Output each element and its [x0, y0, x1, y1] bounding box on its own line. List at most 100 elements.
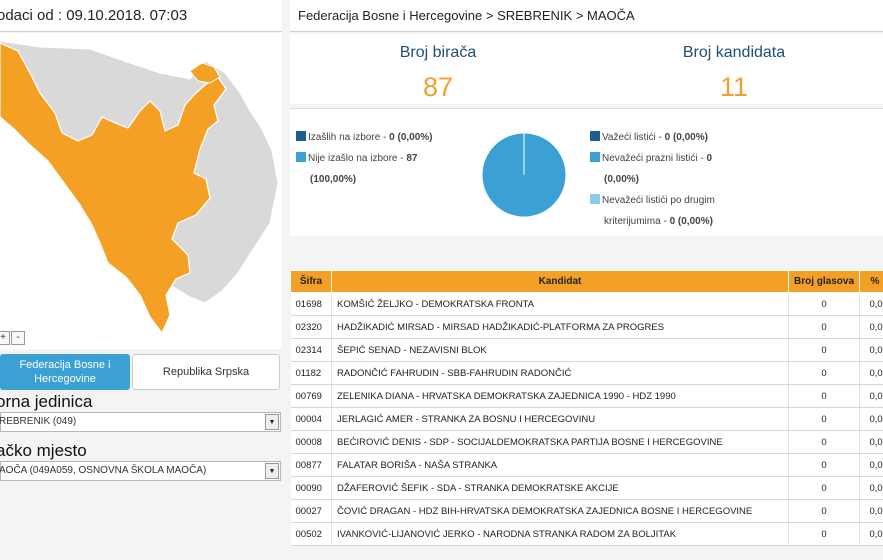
- legend-invalid-other: Nevažeći listići po drugim: [590, 190, 790, 211]
- breadcrumb: Federacija Bosne i Hercegovine > SREBREN…: [290, 0, 883, 32]
- entity-tabs: Federacija Bosne i Hercegovine Republika…: [0, 354, 282, 391]
- legend-swatch-invalid-other: [590, 194, 600, 204]
- place-select-value: AOČA (049A059, OSNOVNA ŠKOLA MAOČA): [0, 465, 207, 476]
- zoom-in-button[interactable]: +: [0, 331, 10, 345]
- cell-percent: 0,00: [859, 453, 883, 477]
- cell-candidate: ZELENIKA DIANA - HRVATSKA DEMOKRATSKA ZA…: [331, 384, 789, 408]
- map-region-north[interactable]: [189, 62, 221, 84]
- unit-select[interactable]: REBRENIK (049) ▼: [0, 412, 281, 432]
- legend-invalid-empty: Nevažeći prazni listići - 0: [590, 148, 790, 169]
- legend-not-voted: Nije izašlo na izbore - 87: [296, 148, 476, 169]
- bih-map-svg[interactable]: [0, 33, 282, 349]
- breadcrumb-text: Federacija Bosne i Hercegovine > SREBREN…: [298, 8, 635, 23]
- cell-code: 00502: [290, 522, 332, 546]
- legend-invalid-other-2: kriterijumima - 0 (0,00%): [604, 216, 713, 227]
- candidates-stat: Broj kandidata 11: [586, 34, 882, 104]
- cell-percent: 0,00: [859, 499, 883, 523]
- table-header-row: Šifra Kandidat Broj glasova %: [290, 270, 883, 293]
- tab-federacija[interactable]: Federacija Bosne i Hercegovine: [0, 354, 130, 390]
- cell-percent: 0,00: [859, 476, 883, 500]
- legend-swatch-voted: [296, 131, 306, 141]
- cell-candidate: ŠEPIĆ SENAD - NEZAVISNI BLOK: [331, 338, 789, 362]
- legend-swatch-not-voted: [296, 152, 306, 162]
- legend-invalid-empty-pct: (0,00%): [604, 174, 640, 185]
- update-timestamp: odaci od : 09.10.2018. 07:03: [0, 7, 188, 24]
- zoom-out-button[interactable]: -: [11, 331, 25, 345]
- turnout-panel: Izašlih na izbore - 0 (0,00%) Nije izašl…: [290, 108, 883, 236]
- col-header-votes[interactable]: Broj glasova: [788, 270, 860, 293]
- voters-value: 87: [422, 72, 454, 102]
- table-row[interactable]: 00502 IVANKOVIĆ-LIJANOVIĆ JERKO - NARODNA…: [290, 522, 883, 546]
- cell-code: 00877: [290, 453, 332, 477]
- tab-republika-srpska[interactable]: Republika Srpska: [132, 354, 280, 390]
- cell-votes: 0: [788, 453, 860, 477]
- cell-candidate: RADONČIĆ FAHRUDIN - SBB-FAHRUDIN RADONČI…: [331, 361, 789, 385]
- right-panel: Federacija Bosne i Hercegovine > SREBREN…: [290, 0, 883, 560]
- cell-percent: 0,00: [859, 407, 883, 431]
- cell-code: 00008: [290, 430, 332, 454]
- cell-votes: 0: [788, 499, 860, 523]
- legend-swatch-invalid-empty: [590, 152, 600, 162]
- cell-percent: 0,00: [859, 315, 883, 339]
- col-header-percent[interactable]: %: [859, 270, 883, 293]
- table-row[interactable]: 00027 ČOVIĆ DRAGAN - HDZ BIH-HRVATSKA DEM…: [290, 499, 883, 523]
- table-row[interactable]: 00090 DŽAFEROVIĆ ŠEFIK - SDA - STRANKA DE…: [290, 476, 883, 500]
- cell-candidate: FALATAR BORIŠA - NAŠA STRANKA: [331, 453, 789, 477]
- candidates-label: Broj kandidata: [682, 44, 786, 61]
- table-row[interactable]: 01698 KOMŠIĆ ŽELJKO - DEMOKRATSKA FRONTA 0…: [290, 292, 883, 316]
- results-table-wrap: Šifra Kandidat Broj glasova % 01698 KOMŠI…: [290, 270, 883, 546]
- table-row[interactable]: 00008 BEĆIROVIĆ DENIS - SDP - SOCIJALDEMO…: [290, 430, 883, 454]
- results-table-body: 01698 KOMŠIĆ ŽELJKO - DEMOKRATSKA FRONTA 0…: [290, 292, 883, 546]
- cell-code: 02320: [290, 315, 332, 339]
- cell-candidate: DŽAFEROVIĆ ŠEFIK - SDA - STRANKA DEMOKRA…: [331, 476, 789, 500]
- tab-federacija-line1: Federacija Bosne i: [19, 359, 111, 371]
- cell-code: 00027: [290, 499, 332, 523]
- cell-votes: 0: [788, 361, 860, 385]
- cell-candidate: HADŽIKADIĆ MIRSAD - MIRSAD HADŽIKADIĆ-PL…: [331, 315, 789, 339]
- legend-valid: Važeći listići - 0 (0,00%): [590, 127, 790, 148]
- entity-map[interactable]: [0, 33, 282, 349]
- unit-select-value: REBRENIK (049): [0, 416, 77, 427]
- left-panel: odaci od : 09.10.2018. 07:03 + - Federac…: [0, 0, 282, 560]
- cell-candidate: ČOVIĆ DRAGAN - HDZ BIH-HRVATSKA DEMOKRAT…: [331, 499, 789, 523]
- place-select[interactable]: AOČA (049A059, OSNOVNA ŠKOLA MAOČA) ▼: [0, 461, 281, 481]
- voters-stat: Broj birača 87: [290, 34, 586, 104]
- legend-swatch-valid: [590, 131, 600, 141]
- table-row[interactable]: 00004 JERLAGIĆ AMER - STRANKA ZA BOSNU I …: [290, 407, 883, 431]
- cell-candidate: JERLAGIĆ AMER - STRANKA ZA BOSNU I HERCE…: [331, 407, 789, 431]
- stats-panel: Broj birača 87 Broj kandidata 11: [290, 34, 883, 104]
- cell-candidate: BEĆIROVIĆ DENIS - SDP - SOCIJALDEMOKRATS…: [331, 430, 789, 454]
- legend-voted: Izašlih na izbore - 0 (0,00%): [296, 127, 476, 148]
- cell-percent: 0,00: [859, 361, 883, 385]
- table-row[interactable]: 00769 ZELENIKA DIANA - HRVATSKA DEMOKRATS…: [290, 384, 883, 408]
- cell-code: 00004: [290, 407, 332, 431]
- cell-votes: 0: [788, 407, 860, 431]
- chevron-down-icon[interactable]: ▼: [265, 414, 279, 430]
- map-region-fbih[interactable]: [0, 42, 227, 335]
- col-header-candidate[interactable]: Kandidat: [331, 270, 789, 293]
- cell-percent: 0,00: [859, 430, 883, 454]
- col-header-code[interactable]: Šifra: [290, 270, 332, 293]
- cell-votes: 0: [788, 430, 860, 454]
- table-row[interactable]: 02320 HADŽIKADIĆ MIRSAD - MIRSAD HADŽIKAD…: [290, 315, 883, 339]
- cell-code: 00769: [290, 384, 332, 408]
- cell-percent: 0,00: [859, 292, 883, 316]
- cell-percent: 0,00: [859, 338, 883, 362]
- cell-votes: 0: [788, 338, 860, 362]
- chevron-down-icon[interactable]: ▼: [265, 463, 279, 479]
- update-timestamp-bar: odaci od : 09.10.2018. 07:03: [0, 0, 282, 32]
- cell-code: 01698: [290, 292, 332, 316]
- cell-votes: 0: [788, 476, 860, 500]
- cell-code: 00090: [290, 476, 332, 500]
- legend-not-voted-pct: (100,00%): [310, 174, 357, 185]
- turnout-legend-right: Važeći listići - 0 (0,00%) Nevažeći praz…: [590, 127, 790, 232]
- table-row[interactable]: 01182 RADONČIĆ FAHRUDIN - SBB-FAHRUDIN RA…: [290, 361, 883, 385]
- results-table: Šifra Kandidat Broj glasova % 01698 KOMŠI…: [290, 270, 883, 546]
- unit-label: orna jedinica: [0, 392, 93, 411]
- cell-votes: 0: [788, 522, 860, 546]
- candidates-value: 11: [719, 72, 749, 102]
- cell-code: 01182: [290, 361, 332, 385]
- turnout-pie-chart: [481, 132, 567, 218]
